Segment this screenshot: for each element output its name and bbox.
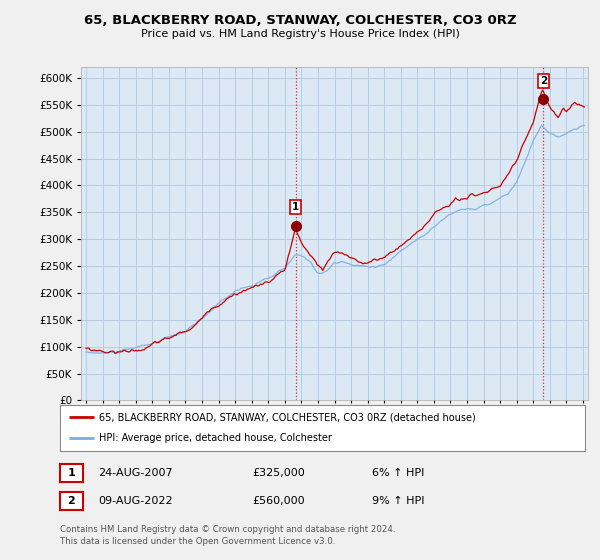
Text: 9% ↑ HPI: 9% ↑ HPI [372, 496, 425, 506]
Text: 09-AUG-2022: 09-AUG-2022 [98, 496, 172, 506]
Text: 1: 1 [68, 468, 75, 478]
Text: 24-AUG-2007: 24-AUG-2007 [98, 468, 172, 478]
Text: £325,000: £325,000 [252, 468, 305, 478]
Text: 2: 2 [539, 76, 547, 86]
Text: 6% ↑ HPI: 6% ↑ HPI [372, 468, 424, 478]
Text: HPI: Average price, detached house, Colchester: HPI: Average price, detached house, Colc… [100, 433, 332, 444]
Text: 1: 1 [292, 202, 299, 212]
Text: Price paid vs. HM Land Registry's House Price Index (HPI): Price paid vs. HM Land Registry's House … [140, 29, 460, 39]
Text: Contains HM Land Registry data © Crown copyright and database right 2024.
This d: Contains HM Land Registry data © Crown c… [60, 525, 395, 546]
Text: 2: 2 [68, 496, 75, 506]
Text: 65, BLACKBERRY ROAD, STANWAY, COLCHESTER, CO3 0RZ: 65, BLACKBERRY ROAD, STANWAY, COLCHESTER… [83, 14, 517, 27]
Text: 65, BLACKBERRY ROAD, STANWAY, COLCHESTER, CO3 0RZ (detached house): 65, BLACKBERRY ROAD, STANWAY, COLCHESTER… [100, 412, 476, 422]
Text: £560,000: £560,000 [252, 496, 305, 506]
